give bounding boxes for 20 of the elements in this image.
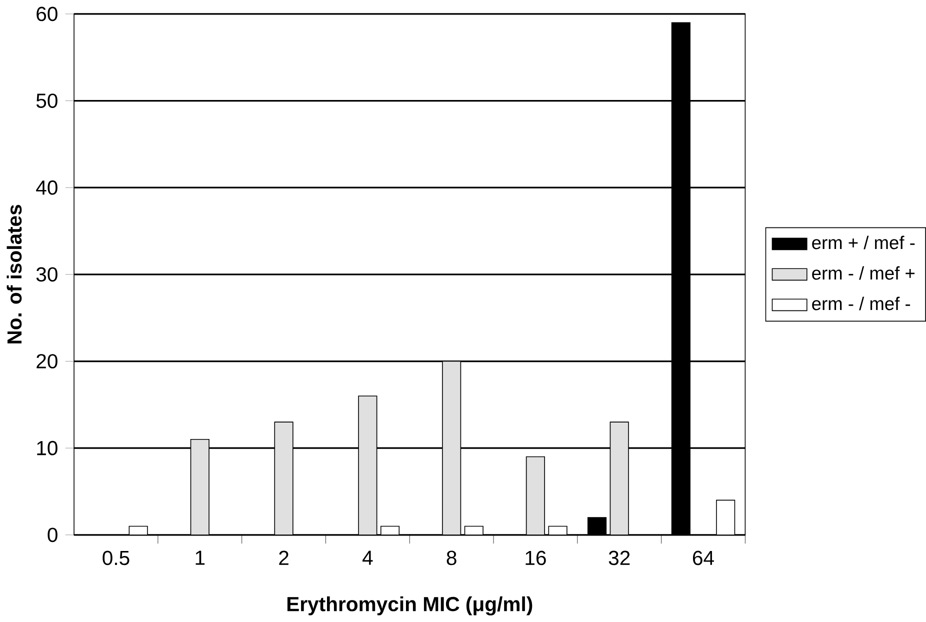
y-tick-label: 0 xyxy=(48,528,58,542)
x-tick-label: 2 xyxy=(279,550,288,565)
x-tick-label: 0.5 xyxy=(102,550,130,566)
y-tick-label: 10 xyxy=(37,440,58,456)
y-tick-label: 60 xyxy=(36,6,58,22)
y-axis-title: No. of isolates xyxy=(6,204,22,344)
legend-label: erm - / mef - xyxy=(812,296,910,310)
y-tick-label: 20 xyxy=(36,354,58,368)
y-tick-label: 50 xyxy=(36,94,58,108)
x-tick-label: 4 xyxy=(362,550,373,565)
x-tick-label: 1 xyxy=(196,550,205,565)
x-axis-title: Erythromycin MIC (μg/ml) xyxy=(287,596,532,616)
legend-label: erm - / mef + xyxy=(812,266,915,280)
x-tick-label: 8 xyxy=(446,550,456,566)
x-tick-label: 64 xyxy=(692,550,714,566)
y-tick-label: 30 xyxy=(36,267,58,282)
legend-label: erm + / mef - xyxy=(812,236,915,250)
y-tick-label: 40 xyxy=(36,180,58,195)
x-tick-label: 32 xyxy=(608,550,630,566)
x-tick-label: 16 xyxy=(526,550,546,566)
